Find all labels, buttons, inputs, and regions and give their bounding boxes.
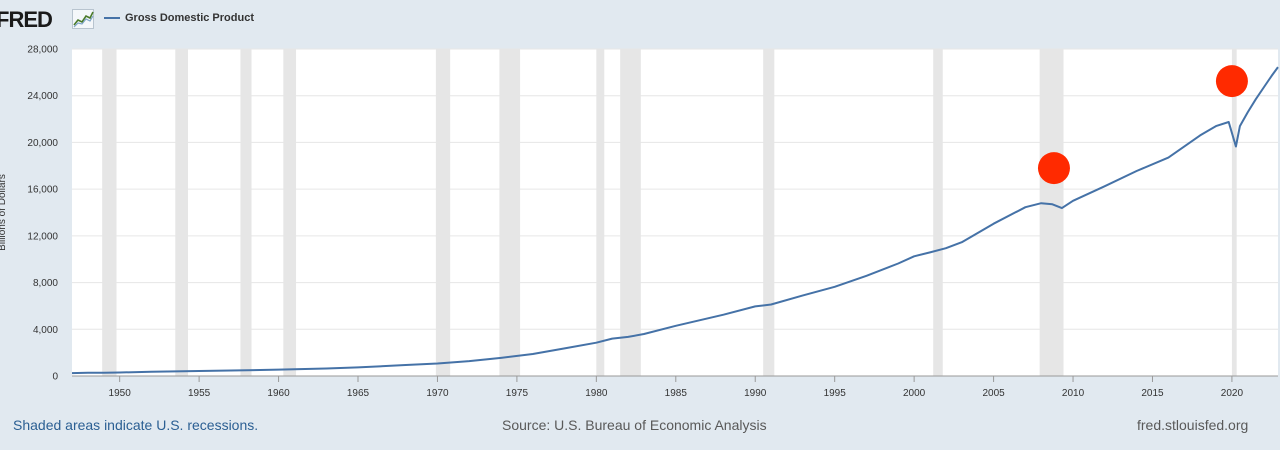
y-tick-label: 24,000 [27, 91, 58, 102]
chart-header: FRED Gross Domestic Product [0, 0, 1280, 40]
x-tick-label: 1995 [824, 388, 847, 399]
recession-band [283, 49, 297, 376]
x-tick-label: 2015 [1141, 388, 1164, 399]
recession-band [933, 49, 943, 376]
recession-band [499, 49, 521, 376]
x-tick-label: 1955 [188, 388, 211, 399]
y-tick-label: 4,000 [33, 325, 58, 336]
x-tick-label: 2000 [903, 388, 926, 399]
recession-band [102, 49, 117, 376]
x-tick-label: 1990 [744, 388, 767, 399]
recession-band [175, 49, 188, 376]
x-tick-label: 2010 [1062, 388, 1085, 399]
x-tick-label: 1960 [267, 388, 290, 399]
highlight-marker [1215, 65, 1248, 98]
fred-logo[interactable]: FRED [0, 7, 53, 32]
legend-label: Gross Domestic Product [125, 12, 254, 24]
recession-band [1039, 49, 1064, 376]
x-tick-label: 2005 [982, 388, 1005, 399]
legend-swatch [104, 17, 120, 19]
plot-area [72, 49, 1278, 376]
y-tick-label: 0 [52, 372, 58, 383]
gdp-line-chart[interactable]: 0 4,000 8,000 12,000 16,000 20,000 24,000 28,00… [0, 40, 1280, 400]
series-line-gdp[interactable] [71, 66, 1279, 375]
x-tick-label: 1975 [506, 388, 529, 399]
recession-band [596, 49, 605, 376]
recession-band [240, 49, 252, 376]
chart-legend[interactable]: Gross Domestic Product [104, 12, 254, 24]
x-tick-label: 2020 [1221, 388, 1244, 399]
highlight-marker [1037, 152, 1070, 185]
fred-logo-chart-icon [72, 9, 94, 29]
x-tick-label: 1950 [109, 388, 132, 399]
y-tick-label: 12,000 [27, 231, 58, 242]
x-tick-label: 1985 [665, 388, 688, 399]
y-tick-label: 20,000 [27, 138, 58, 149]
y-tick-label: 16,000 [27, 185, 58, 196]
y-axis-title: Billions of Dollars [0, 174, 8, 251]
y-tick-label: 28,000 [27, 45, 58, 56]
y-tick-label: 8,000 [33, 278, 58, 289]
x-tick-label: 1970 [426, 388, 449, 399]
x-tick-label: 1965 [347, 388, 370, 399]
recession-band [1231, 49, 1237, 376]
recession-band [620, 49, 641, 376]
site-url[interactable]: fred.stlouisfed.org [1137, 417, 1249, 433]
recession-band [763, 49, 775, 376]
recessions-note[interactable]: Shaded areas indicate U.S. recessions. [13, 417, 259, 433]
recession-band [435, 49, 451, 376]
source-text: Source: U.S. Bureau of Economic Analysis [502, 417, 767, 433]
x-tick-label: 1980 [585, 388, 608, 399]
